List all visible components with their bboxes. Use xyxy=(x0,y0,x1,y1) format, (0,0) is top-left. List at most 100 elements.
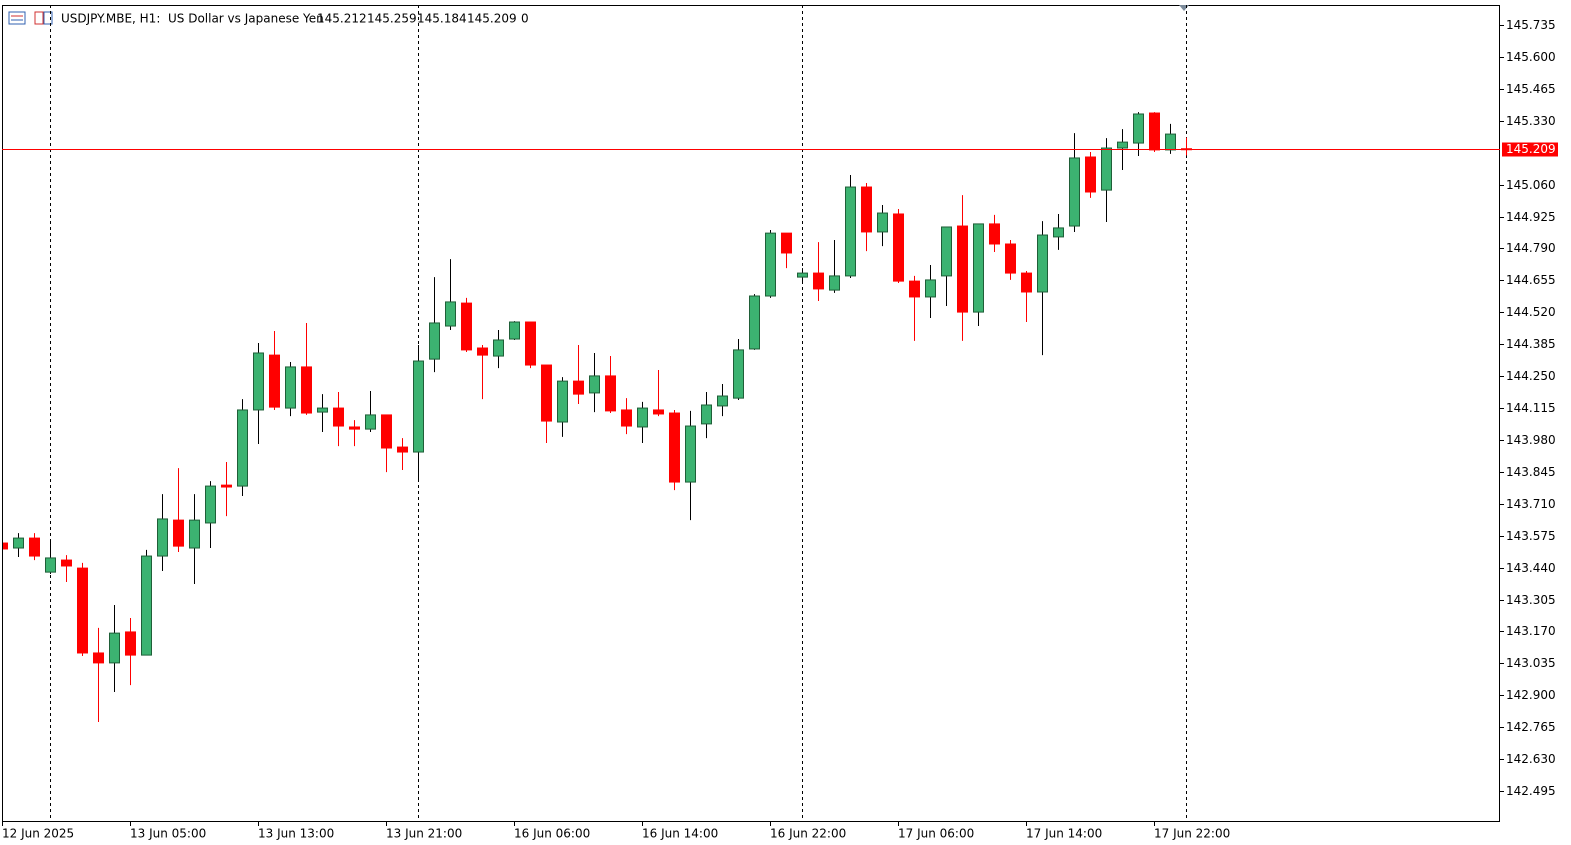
candle-body xyxy=(893,213,904,282)
candle-body xyxy=(477,347,488,356)
candle-body xyxy=(141,555,152,656)
candle-body xyxy=(157,518,168,557)
candle-body xyxy=(1117,141,1128,149)
candle-body xyxy=(317,407,328,413)
candle-body xyxy=(13,537,24,549)
candle-body xyxy=(1085,156,1096,193)
y-tick-label: 144.655 xyxy=(1506,273,1556,287)
y-tick-label: 142.495 xyxy=(1506,784,1556,798)
candle-body xyxy=(269,354,280,408)
candle-body xyxy=(909,280,920,298)
candle-body xyxy=(957,225,968,313)
candle-body xyxy=(3,542,8,550)
candle-body xyxy=(653,409,664,415)
candle-body xyxy=(45,557,56,573)
price-label: 145.209 xyxy=(1506,142,1556,156)
candle-body xyxy=(413,360,424,453)
candle-body xyxy=(1037,234,1048,293)
candle-body xyxy=(605,375,616,412)
candle-body xyxy=(381,414,392,449)
candle-body xyxy=(1149,112,1160,151)
candle-body xyxy=(637,407,648,428)
candle-body xyxy=(1069,157,1080,227)
candle-body xyxy=(573,380,584,395)
candle-body xyxy=(861,186,872,233)
candle-body xyxy=(669,412,680,483)
candle-body xyxy=(61,559,72,567)
candle-body xyxy=(189,519,200,549)
plot-frame xyxy=(2,5,1500,822)
candle-body xyxy=(1101,147,1112,191)
chart-title: USDJPY.MBE, H1: US Dollar vs Japanese Ye… xyxy=(61,12,324,26)
x-tick-label: 17 Jun 22:00 xyxy=(1154,827,1230,841)
candle-body xyxy=(685,425,696,483)
y-tick-label: 142.900 xyxy=(1506,688,1556,702)
y-tick-label: 145.330 xyxy=(1506,114,1556,128)
candle-body xyxy=(29,537,40,557)
candle-body xyxy=(109,632,120,664)
candle-body xyxy=(1005,243,1016,274)
price-label-box xyxy=(1502,142,1558,157)
y-tick-label: 143.980 xyxy=(1506,433,1556,447)
candle-body xyxy=(749,295,760,350)
y-tick-label: 145.465 xyxy=(1506,82,1556,96)
header-value: 0 xyxy=(521,12,529,26)
candle-body xyxy=(509,321,520,340)
y-tick-label: 145.735 xyxy=(1506,18,1556,32)
candle-body xyxy=(941,226,952,277)
candle-body xyxy=(701,404,712,425)
candle-body xyxy=(621,409,632,427)
candle-body xyxy=(813,272,824,290)
candle-body xyxy=(557,380,568,423)
y-tick-label: 145.060 xyxy=(1506,178,1556,192)
candle-body xyxy=(877,212,888,233)
y-tick-label: 143.035 xyxy=(1506,656,1556,670)
y-tick-label: 144.925 xyxy=(1506,210,1556,224)
y-tick-label: 143.575 xyxy=(1506,529,1556,543)
candle-body xyxy=(797,272,808,278)
x-tick-label: 16 Jun 22:00 xyxy=(770,827,846,841)
candle-body xyxy=(1053,227,1064,238)
x-tick-label: 13 Jun 05:00 xyxy=(130,827,206,841)
y-tick-label: 145.600 xyxy=(1506,50,1556,64)
y-tick-label: 144.115 xyxy=(1506,401,1556,415)
candle-body xyxy=(1021,272,1032,293)
x-tick-label: 16 Jun 06:00 xyxy=(514,827,590,841)
header-close: 145.209 xyxy=(467,12,517,26)
candle-body xyxy=(525,321,536,366)
header-icons xyxy=(8,11,53,25)
candle-body xyxy=(925,279,936,298)
candle-body xyxy=(173,519,184,547)
candle-body xyxy=(717,395,728,407)
y-tick-label: 143.845 xyxy=(1506,465,1556,479)
header-high: 145.259 xyxy=(367,12,417,26)
candle-body xyxy=(445,301,456,327)
y-tick-label: 144.385 xyxy=(1506,337,1556,351)
candle-body xyxy=(541,364,552,422)
x-tick-label: 16 Jun 14:00 xyxy=(642,827,718,841)
candle-body xyxy=(205,485,216,524)
y-tick-label: 143.710 xyxy=(1506,497,1556,511)
candle-body xyxy=(237,409,248,487)
header-open: 145.212 xyxy=(317,12,367,26)
x-tick-label: 13 Jun 21:00 xyxy=(386,827,462,841)
y-tick-label: 142.765 xyxy=(1506,720,1556,734)
candle-body xyxy=(285,366,296,409)
candle-body xyxy=(1165,133,1176,151)
candle-body xyxy=(845,186,856,277)
candle-body xyxy=(733,349,744,399)
candle-body xyxy=(77,567,88,654)
candle-body xyxy=(333,407,344,427)
y-tick-label: 143.440 xyxy=(1506,561,1556,575)
candle-body xyxy=(93,652,104,664)
y-tick-label: 142.630 xyxy=(1506,752,1556,766)
candle-body xyxy=(973,223,984,313)
candle-body xyxy=(125,631,136,656)
candle-body xyxy=(301,366,312,414)
x-tick-label: 17 Jun 14:00 xyxy=(1026,827,1102,841)
candle-body xyxy=(589,375,600,394)
candle-body xyxy=(989,223,1000,245)
x-tick-label: 12 Jun 2025 xyxy=(2,827,74,841)
y-tick-label: 143.305 xyxy=(1506,593,1556,607)
